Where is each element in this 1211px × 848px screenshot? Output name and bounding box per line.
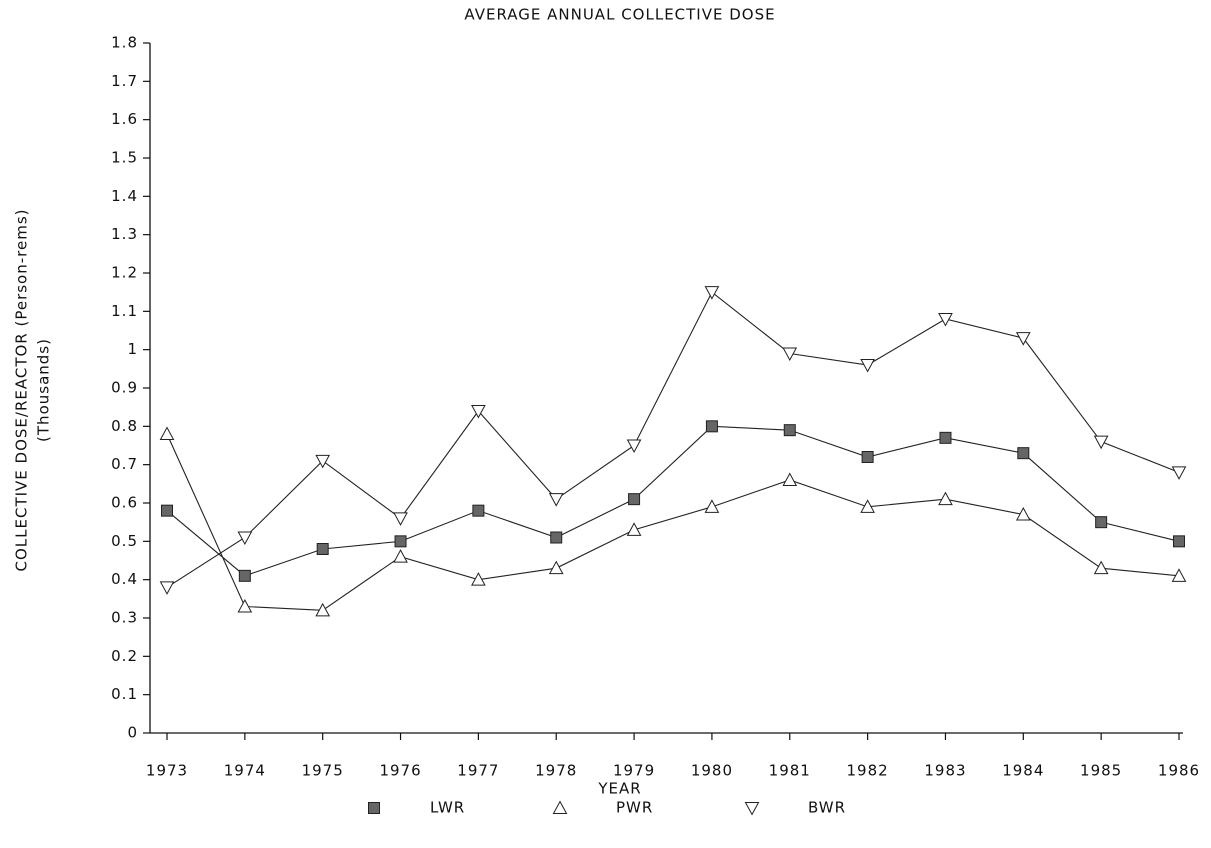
data-point xyxy=(1093,435,1109,450)
y-tick-label: 0.6 xyxy=(111,494,138,512)
data-point xyxy=(237,598,253,613)
y-tick-label: 1.7 xyxy=(111,72,138,90)
data-point xyxy=(626,439,642,454)
legend-label: BWR xyxy=(808,799,846,817)
legend-marker xyxy=(552,800,568,814)
data-point xyxy=(860,359,875,373)
y-tick-label: 1.2 xyxy=(111,264,138,282)
y-tick-label: 1.4 xyxy=(111,187,138,205)
data-point xyxy=(393,549,408,563)
x-tick-label: 1980 xyxy=(691,762,733,780)
x-tick-label: 1974 xyxy=(224,762,266,780)
data-point xyxy=(548,560,564,575)
data-point xyxy=(628,493,641,506)
y-tick-label: 0.4 xyxy=(111,570,138,588)
series-line xyxy=(166,291,1180,588)
data-point xyxy=(782,347,798,362)
data-point xyxy=(1093,560,1109,575)
data-point xyxy=(704,499,720,513)
data-point xyxy=(938,313,953,327)
y-axis-label: (Thousands) xyxy=(35,338,53,442)
data-point xyxy=(315,454,331,469)
data-point xyxy=(782,472,798,486)
data-point xyxy=(705,420,718,433)
legend-marker xyxy=(368,802,380,814)
x-tick-label: 1973 xyxy=(146,762,188,780)
y-tick-label: 0.7 xyxy=(111,455,138,473)
data-point xyxy=(1171,466,1187,480)
data-point xyxy=(1173,535,1185,548)
data-point xyxy=(393,512,408,526)
legend-label: PWR xyxy=(616,799,653,817)
data-point xyxy=(1095,516,1108,529)
data-point xyxy=(394,535,407,548)
x-tick-label: 1985 xyxy=(1080,762,1122,780)
x-tick-label: 1978 xyxy=(535,762,577,780)
data-point xyxy=(1015,332,1031,346)
y-tick-label: 1.5 xyxy=(111,149,138,167)
data-point xyxy=(159,581,175,595)
data-point xyxy=(1017,447,1030,460)
x-tick-label: 1977 xyxy=(457,762,499,780)
y-tick-label: 0.5 xyxy=(111,532,138,550)
data-point xyxy=(939,431,952,444)
data-point xyxy=(315,602,331,617)
data-point xyxy=(704,286,720,300)
data-point xyxy=(861,451,874,463)
data-point xyxy=(161,504,173,517)
x-tick-label: 1983 xyxy=(924,762,966,780)
data-point xyxy=(938,491,953,506)
x-tick-label: 1976 xyxy=(379,762,421,780)
x-axis-label: YEAR xyxy=(597,780,641,798)
x-tick-label: 1981 xyxy=(769,762,811,780)
data-point xyxy=(472,504,485,517)
y-tick-label: 0.3 xyxy=(111,609,138,627)
y-tick-label: 1.8 xyxy=(111,34,138,52)
data-point xyxy=(550,531,563,544)
x-tick-label: 1975 xyxy=(302,762,344,780)
y-tick-label: 1.1 xyxy=(111,302,138,320)
data-point xyxy=(471,405,486,419)
y-axis-label: COLLECTIVE DOSE/REACTOR (Person-rems) xyxy=(13,209,31,572)
series-line xyxy=(166,425,1180,577)
x-tick-label: 1984 xyxy=(1002,762,1044,780)
chart-title: AVERAGE ANNUAL COLLECTIVE DOSE xyxy=(464,6,775,24)
data-point xyxy=(1015,506,1031,521)
data-point xyxy=(316,543,329,555)
y-tick-label: 0.1 xyxy=(111,685,138,703)
y-tick-label: 0.9 xyxy=(111,379,138,397)
y-tick-label: 0.2 xyxy=(111,647,138,665)
series-line xyxy=(166,433,1180,611)
data-point xyxy=(1171,568,1187,582)
data-point xyxy=(471,572,486,586)
y-tick-label: 0.8 xyxy=(111,417,138,435)
x-tick-label: 1982 xyxy=(847,762,889,780)
x-tick-label: 1979 xyxy=(613,762,655,780)
data-point xyxy=(238,569,251,582)
x-tick-label: 1986 xyxy=(1158,762,1200,780)
data-point xyxy=(548,493,564,507)
y-tick-label: 1.3 xyxy=(111,225,138,243)
data-point xyxy=(860,499,875,513)
y-tick-label: 1 xyxy=(127,340,138,358)
y-tick-label: 1.6 xyxy=(111,110,138,128)
data-point xyxy=(159,426,175,440)
y-tick-label: 0 xyxy=(127,724,138,742)
data-point xyxy=(783,424,796,437)
legend-marker xyxy=(744,802,760,816)
legend-label: LWR xyxy=(430,799,465,817)
data-point xyxy=(237,531,253,546)
data-point xyxy=(626,522,642,536)
